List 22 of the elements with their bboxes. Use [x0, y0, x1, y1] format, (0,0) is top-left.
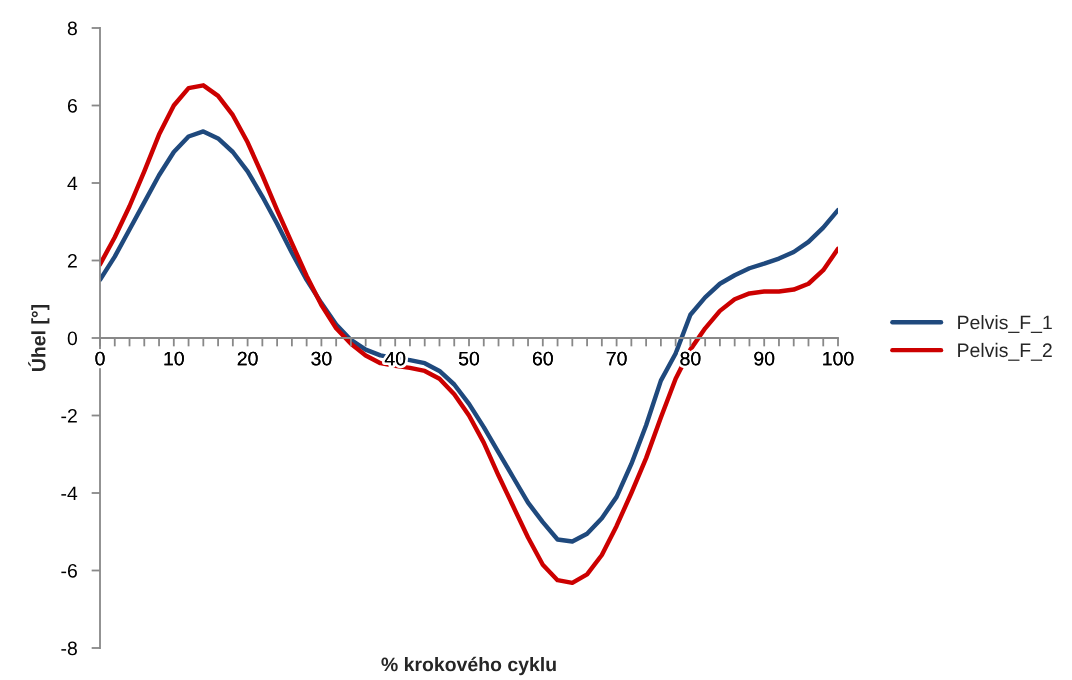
x-tick-label: 100	[823, 351, 854, 366]
y-tick-label: -2	[61, 408, 77, 423]
y-tick-label: -6	[61, 563, 77, 578]
y-tick-label: -8	[61, 641, 77, 656]
x-axis-title: % krokového cyklu	[381, 656, 556, 676]
legend-label: Pelvis_F_1	[958, 315, 1052, 333]
y-tick-label: -4	[61, 486, 78, 501]
x-tick-label: 0	[95, 351, 105, 366]
x-tick-label: 30	[311, 351, 332, 366]
x-tick-label: 70	[606, 351, 627, 366]
y-tick-label: 8	[67, 21, 77, 36]
y-tick-label: 6	[67, 98, 77, 113]
legend-label: Pelvis_F_2	[958, 342, 1052, 361]
y-tick-label: 0	[67, 331, 78, 346]
x-tick-label: 20	[237, 351, 258, 366]
x-tick-label: 60	[532, 351, 553, 366]
y-axis-title: Úhel [°]	[28, 304, 50, 371]
x-tick-label: 90	[754, 351, 775, 366]
y-tick-label: 4	[67, 176, 78, 191]
y-tick-label: 2	[67, 253, 77, 268]
x-tick-label: 10	[164, 351, 184, 366]
x-tick-label: 50	[458, 351, 480, 366]
